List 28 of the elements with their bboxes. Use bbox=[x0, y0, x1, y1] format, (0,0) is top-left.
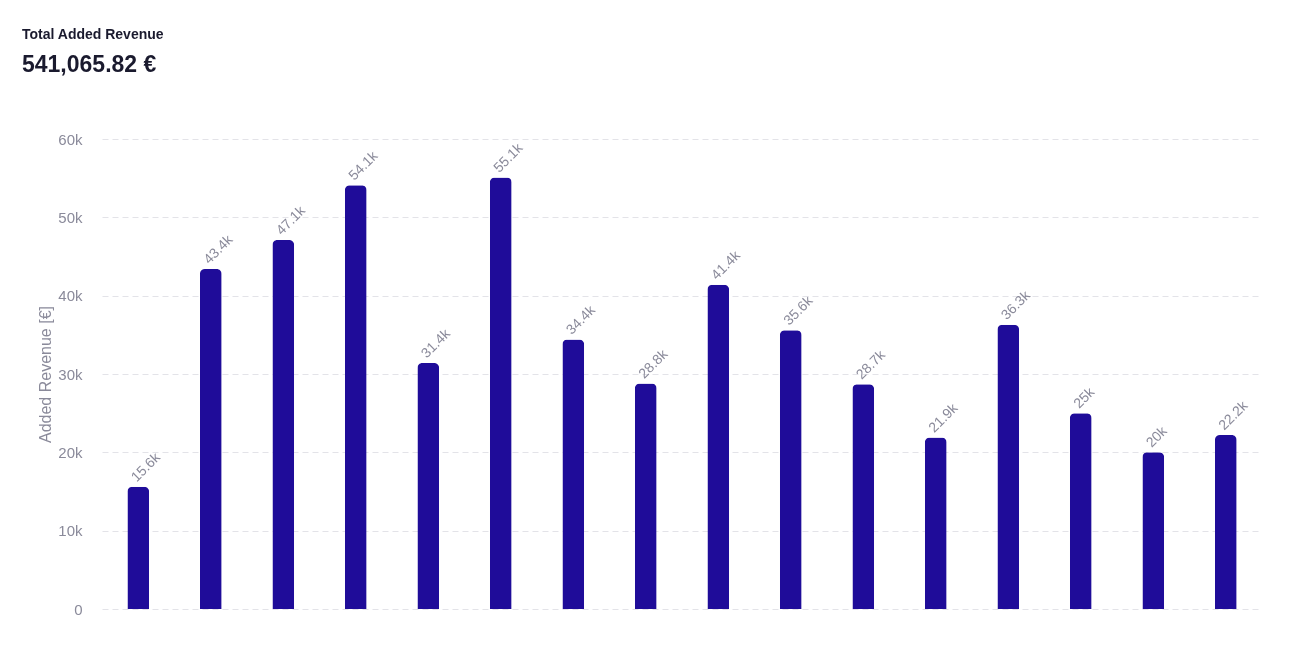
y-tick-label: 40k bbox=[58, 287, 83, 305]
bar bbox=[199, 269, 222, 609]
bar bbox=[1214, 435, 1237, 609]
bar bbox=[1142, 452, 1165, 609]
bar bbox=[127, 486, 150, 609]
bar bbox=[489, 177, 512, 609]
chart-title: Total Added Revenue bbox=[22, 26, 164, 42]
bar bbox=[562, 339, 585, 609]
bar bbox=[1069, 413, 1092, 609]
chart-subtitle: 541,065.82 € bbox=[22, 51, 157, 77]
y-tick-label: 10k bbox=[58, 522, 83, 540]
y-tick-label: 0 bbox=[74, 600, 83, 618]
y-axis-title: Added Revenue [€] bbox=[37, 306, 55, 443]
data-label: 20k bbox=[1142, 422, 1171, 451]
bar bbox=[997, 324, 1020, 609]
y-tick-label: 30k bbox=[58, 365, 83, 383]
y-tick-label: 60k bbox=[58, 130, 83, 148]
bar bbox=[852, 384, 875, 609]
bar bbox=[634, 383, 657, 609]
y-tick-label: 50k bbox=[58, 208, 83, 226]
bar bbox=[707, 284, 730, 609]
bar bbox=[417, 363, 440, 609]
bar bbox=[272, 240, 295, 609]
bar bbox=[344, 185, 367, 609]
bar bbox=[924, 437, 947, 609]
y-tick-label: 20k bbox=[58, 443, 83, 461]
bar bbox=[779, 330, 802, 609]
data-label: 25k bbox=[1070, 383, 1099, 412]
